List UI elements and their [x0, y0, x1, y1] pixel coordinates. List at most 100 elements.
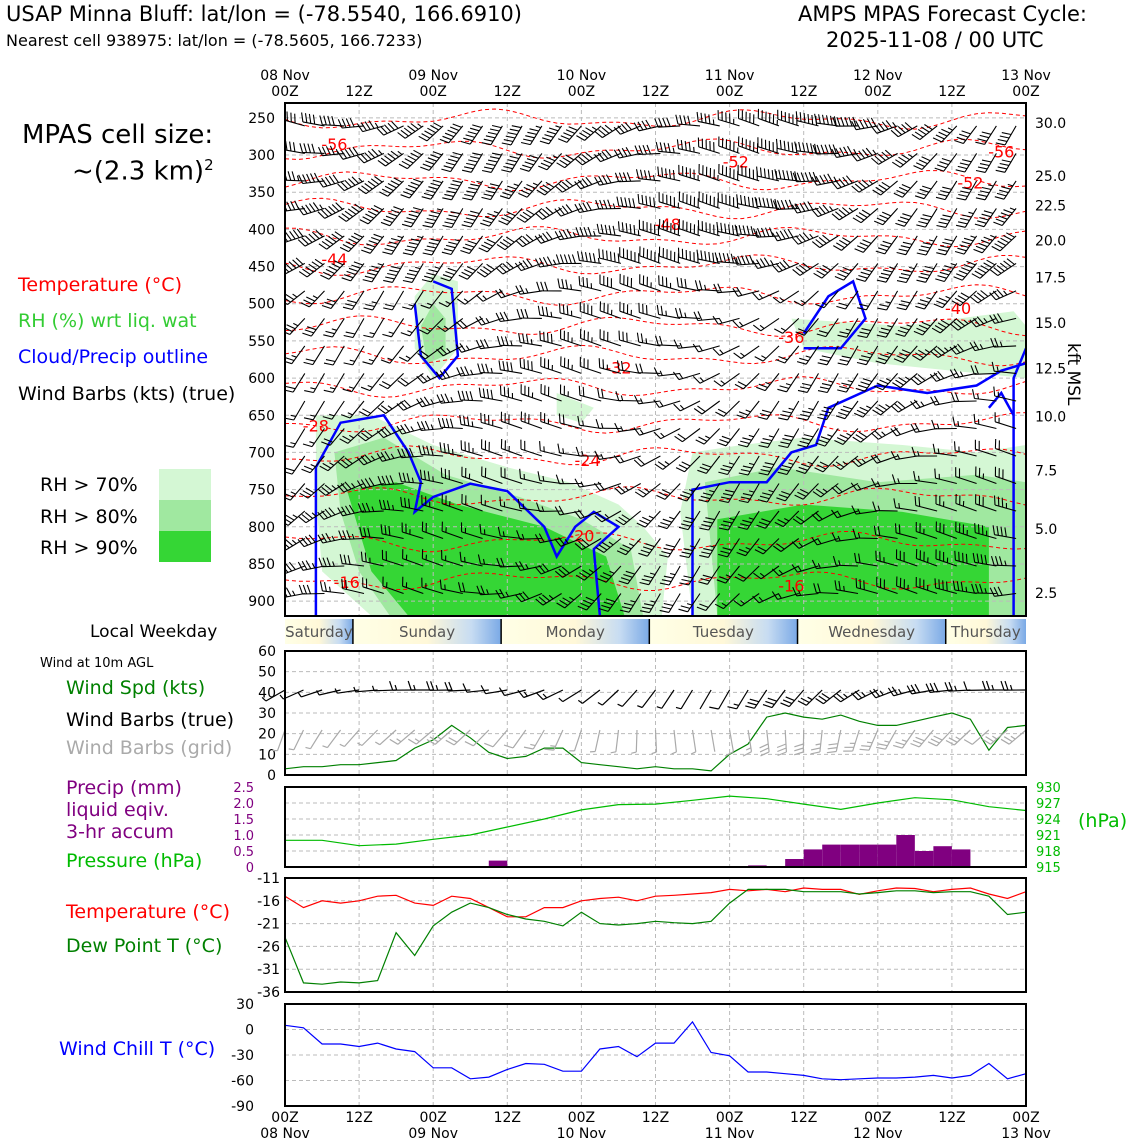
rh-legend-80: RH > 80% [40, 506, 138, 528]
dewpoint-line [284, 888, 1027, 985]
wind-barb [716, 428, 740, 447]
pressure-tick-label: 250 [248, 111, 275, 127]
dewpoint-label: Dew Point T (°C) [66, 935, 223, 957]
wind-barb [724, 729, 734, 757]
wind-barb [554, 505, 582, 516]
precip-tick-label: 1.5 [233, 813, 254, 828]
wind-barb [850, 147, 878, 162]
wind-barb [656, 304, 681, 319]
wind-barb [794, 141, 819, 154]
wind-barb [949, 368, 977, 379]
wind-barb [618, 330, 641, 347]
wind-barb [813, 262, 839, 279]
wind-barb [515, 234, 543, 248]
bottom-date-label: 09 Nov [408, 1126, 458, 1140]
wind-barb [554, 229, 582, 241]
wind-barb [658, 218, 681, 237]
wind-barb [598, 248, 622, 264]
wind-barb [934, 578, 957, 595]
wind-barb [639, 565, 661, 586]
wind-barb [969, 316, 997, 328]
wind-barb [558, 689, 582, 703]
wind-barb [318, 231, 345, 250]
wind-barb [952, 416, 977, 430]
pressure-tick-label: 930 [1036, 781, 1061, 796]
wind-barb [813, 583, 839, 595]
wind-barb [992, 525, 1017, 540]
wind-barb [892, 372, 918, 389]
wind-barb [831, 145, 859, 158]
wind-barb [657, 166, 681, 182]
pressure-tick-label: 750 [248, 483, 275, 499]
weekday-band [797, 619, 946, 644]
wind-barb [934, 468, 957, 485]
wind-barb [575, 226, 602, 237]
wind-barb [775, 138, 799, 154]
windchill-tick-label: 30 [236, 997, 254, 1013]
wind-barb [990, 337, 1017, 348]
wind-barb [519, 153, 543, 172]
wind-barb [357, 428, 385, 442]
wind-barb [285, 455, 306, 475]
precip-tick-label: 2.5 [233, 781, 254, 796]
pressure-tick-label: 924 [1036, 813, 1061, 828]
wind-barb [991, 232, 1017, 252]
wind-barb [555, 254, 582, 265]
pressure-tick-label: 500 [248, 297, 275, 313]
wind-barb [971, 583, 997, 595]
wind-barb [950, 317, 977, 331]
temperature-panel-frame [284, 877, 1027, 993]
wind-barb [989, 289, 1017, 301]
wind-barb [576, 125, 602, 141]
wind-barb [794, 729, 805, 756]
weekday-label: Local Weekday [90, 622, 218, 642]
wind-barb [757, 108, 780, 127]
temperature-contour [285, 486, 1026, 506]
wind-barb [873, 208, 899, 226]
wind-barb [771, 591, 799, 600]
weekday-band [501, 619, 650, 644]
wind-barb [421, 179, 444, 200]
temperature-contour-label: -16 [334, 573, 360, 592]
wind-barb [569, 729, 582, 752]
wind-barb [933, 290, 958, 309]
wind-barb [955, 493, 977, 512]
wind-barb [338, 530, 365, 541]
wind-barb [791, 538, 819, 549]
wind-barb [382, 318, 405, 338]
top-date-label: 10 Nov [557, 68, 607, 84]
weekday-band [352, 619, 502, 644]
legend-cloud: Cloud/Precip outline [18, 346, 209, 368]
windchill-panel-frame [284, 1003, 1027, 1107]
wind-barb [857, 318, 879, 339]
wind-barb [614, 172, 641, 183]
wind-barb [638, 538, 661, 557]
wind-barb [745, 689, 768, 709]
wind-barb [994, 438, 1017, 457]
top-hour-label: 00Z [864, 84, 891, 100]
kft-tick-label: 12.5 [1035, 361, 1066, 377]
wind-barb [496, 336, 523, 347]
wind-barb [422, 235, 444, 256]
wind-barb [653, 399, 681, 408]
wind-barb [674, 428, 701, 443]
wind-barb [754, 538, 780, 555]
wind-barb [975, 125, 997, 145]
wind-barb [797, 373, 819, 393]
wind-barb [499, 180, 523, 200]
wind-barb [339, 729, 360, 748]
wind-barb [389, 729, 416, 745]
wind-barb [950, 392, 977, 403]
wind-barb [534, 533, 562, 544]
wind-barb [317, 507, 345, 520]
rh-legend-70: RH > 70% [40, 474, 138, 496]
kft-tick-label: 30.0 [1035, 116, 1066, 132]
precip-tick-label: 2.0 [233, 797, 254, 812]
wind-barb [771, 228, 799, 242]
wind-barb [659, 593, 681, 613]
wind-barb [540, 412, 562, 430]
wind-barb [752, 593, 780, 604]
wind-barb [479, 524, 503, 540]
wind-barb [631, 729, 638, 754]
